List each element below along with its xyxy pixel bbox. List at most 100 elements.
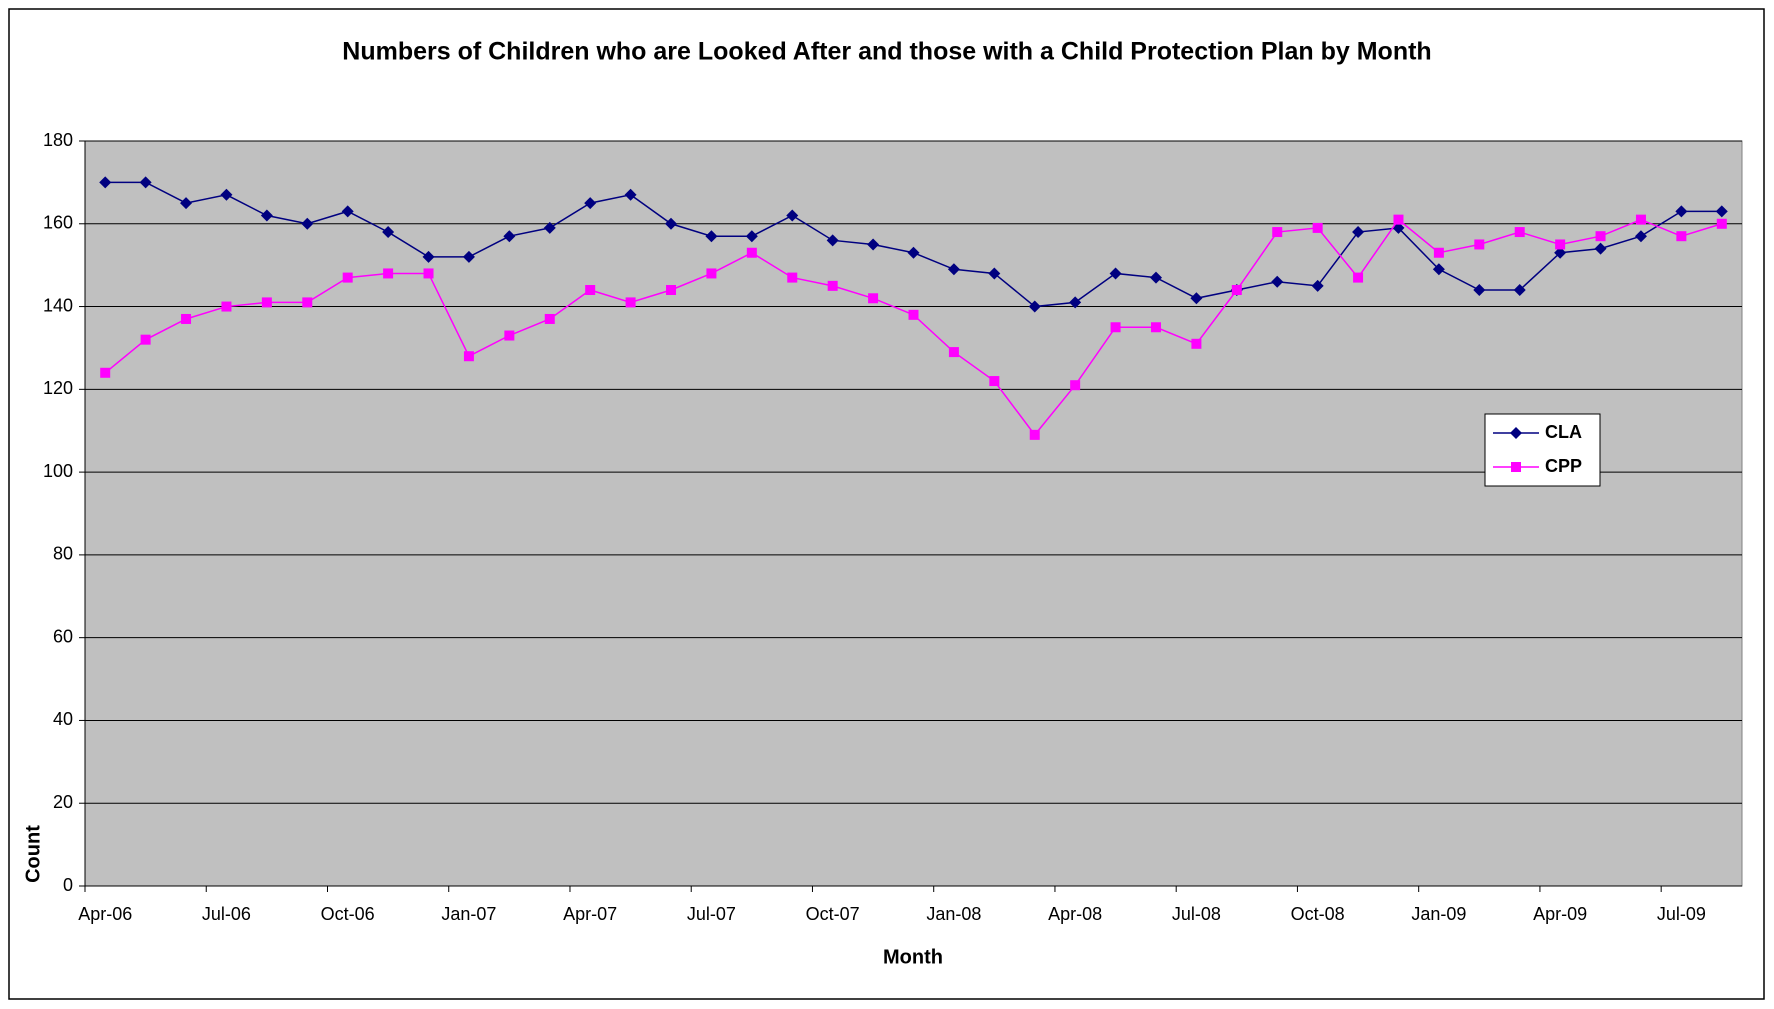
data-point bbox=[1715, 205, 1728, 218]
data-point bbox=[543, 221, 556, 234]
legend-label: CPP bbox=[1545, 456, 1582, 476]
data-point bbox=[1676, 231, 1687, 242]
data-point bbox=[705, 230, 718, 243]
data-point bbox=[1029, 429, 1040, 440]
data-point bbox=[1595, 231, 1606, 242]
data-point bbox=[1474, 239, 1485, 250]
data-point bbox=[1353, 272, 1364, 283]
data-point bbox=[868, 293, 879, 304]
data-point bbox=[301, 217, 314, 230]
data-point bbox=[1594, 242, 1607, 255]
data-point bbox=[1070, 380, 1081, 391]
data-point bbox=[1312, 222, 1323, 233]
x-tick-label: Oct-08 bbox=[1291, 904, 1345, 924]
x-tick-label: Jan-08 bbox=[926, 904, 981, 924]
data-point bbox=[221, 301, 232, 312]
data-point bbox=[1554, 246, 1567, 259]
x-tick-label: Apr-07 bbox=[563, 904, 617, 924]
data-point bbox=[422, 250, 435, 263]
y-tick-label: 100 bbox=[43, 461, 73, 481]
data-point bbox=[624, 188, 637, 201]
legend-box bbox=[1484, 413, 1601, 487]
data-point bbox=[423, 268, 434, 279]
data-point bbox=[988, 267, 1001, 280]
data-point bbox=[665, 217, 678, 230]
data-point bbox=[1635, 214, 1646, 225]
y-tick-label: 80 bbox=[53, 544, 73, 564]
data-point bbox=[1271, 275, 1284, 288]
data-point bbox=[220, 188, 233, 201]
data-point bbox=[1311, 279, 1324, 292]
data-point bbox=[584, 197, 597, 210]
x-tick-label: Apr-06 bbox=[78, 904, 132, 924]
data-point bbox=[260, 209, 273, 222]
x-tick-label: Oct-06 bbox=[321, 904, 375, 924]
data-point bbox=[1028, 300, 1041, 313]
data-point bbox=[462, 250, 475, 263]
data-point bbox=[826, 234, 839, 247]
y-tick-label: 160 bbox=[43, 213, 73, 233]
data-point bbox=[1272, 227, 1283, 238]
data-point bbox=[947, 263, 960, 276]
data-point bbox=[1433, 247, 1444, 258]
plot-area bbox=[84, 140, 1743, 887]
x-axis-label: Month bbox=[883, 946, 943, 968]
data-point bbox=[1190, 292, 1203, 305]
legend-label: CLA bbox=[1545, 422, 1582, 442]
data-point bbox=[867, 238, 880, 251]
data-point bbox=[261, 297, 272, 308]
data-point bbox=[625, 297, 636, 308]
data-point bbox=[1634, 230, 1647, 243]
data-point bbox=[544, 313, 555, 324]
data-point bbox=[787, 272, 798, 283]
legend-marker bbox=[1510, 427, 1522, 439]
y-tick-label: 120 bbox=[43, 378, 73, 398]
data-point bbox=[1555, 239, 1566, 250]
y-tick-label: 180 bbox=[43, 130, 73, 150]
data-point bbox=[1432, 263, 1445, 276]
data-point bbox=[342, 272, 353, 283]
data-point bbox=[1513, 284, 1526, 296]
y-tick-label: 60 bbox=[53, 626, 73, 646]
data-point bbox=[1675, 205, 1688, 218]
data-point bbox=[382, 226, 395, 239]
data-point bbox=[1231, 285, 1242, 295]
data-point bbox=[1473, 284, 1486, 296]
data-point bbox=[99, 176, 112, 189]
data-point bbox=[302, 297, 313, 308]
data-point bbox=[585, 285, 596, 295]
data-point bbox=[1352, 226, 1365, 239]
x-tick-label: Jan-07 bbox=[441, 904, 496, 924]
data-point bbox=[745, 230, 758, 243]
y-tick-label: 0 bbox=[63, 875, 73, 895]
data-point bbox=[139, 176, 152, 189]
data-point bbox=[706, 268, 717, 279]
data-point bbox=[1069, 296, 1082, 309]
data-point bbox=[503, 230, 516, 243]
legend-marker bbox=[1511, 462, 1521, 472]
y-tick-label: 140 bbox=[43, 295, 73, 315]
data-point bbox=[504, 330, 515, 341]
data-point bbox=[1150, 322, 1161, 333]
data-point bbox=[907, 246, 920, 259]
data-point bbox=[1393, 214, 1404, 225]
x-tick-label: Jul-06 bbox=[202, 904, 251, 924]
data-point bbox=[463, 351, 474, 362]
x-tick-label: Jul-08 bbox=[1172, 904, 1221, 924]
data-point bbox=[100, 367, 111, 378]
data-point bbox=[989, 376, 1000, 387]
data-point bbox=[383, 268, 394, 279]
data-point bbox=[827, 280, 838, 291]
chart-title: Numbers of Children who are Looked After… bbox=[342, 38, 1431, 66]
data-point bbox=[786, 209, 799, 222]
data-point bbox=[1191, 338, 1202, 349]
x-tick-label: Apr-08 bbox=[1048, 904, 1102, 924]
data-point bbox=[1716, 218, 1727, 229]
data-point bbox=[908, 309, 919, 320]
data-point bbox=[341, 205, 354, 218]
data-point bbox=[1149, 271, 1162, 284]
x-tick-label: Apr-09 bbox=[1533, 904, 1587, 924]
x-tick-label: Oct-07 bbox=[806, 904, 860, 924]
data-point bbox=[948, 347, 959, 358]
